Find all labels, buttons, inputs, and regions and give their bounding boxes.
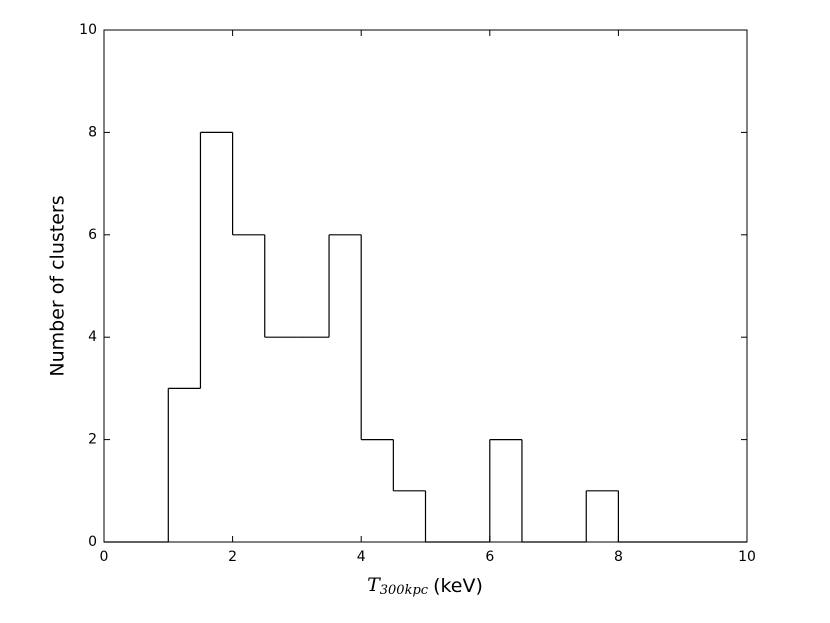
x-label-symbol: T <box>367 574 381 596</box>
x-tick-label: 4 <box>357 549 366 565</box>
x-axis-label: T300kpc (keV) <box>367 574 483 598</box>
x-tick-label: 0 <box>100 549 109 565</box>
y-tick-label: 8 <box>88 124 97 140</box>
y-tick-label: 6 <box>88 227 97 243</box>
y-tick-label: 10 <box>79 22 97 38</box>
x-label-unit: (keV) <box>433 575 483 597</box>
x-label-subscript: 300kpc <box>380 583 429 598</box>
y-tick-label: 4 <box>88 329 97 345</box>
x-tick-label: 6 <box>485 549 494 565</box>
y-tick-label: 0 <box>88 534 97 550</box>
x-tick-label: 8 <box>614 549 623 565</box>
y-tick-label: 2 <box>88 432 97 448</box>
x-tick-label: 2 <box>228 549 237 565</box>
y-axis-label: Number of clusters <box>47 195 69 376</box>
plot-frame <box>103 29 748 543</box>
x-tick-label: 10 <box>738 549 756 565</box>
